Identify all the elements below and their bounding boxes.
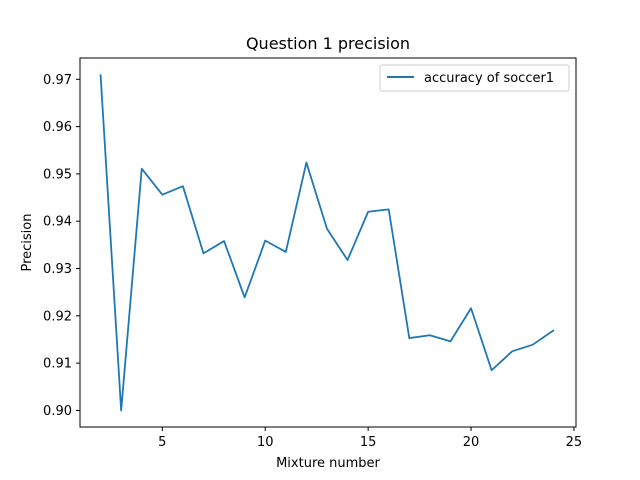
y-axis-title: Precision <box>20 213 35 271</box>
y-tick-label: 0.96 <box>43 120 72 135</box>
x-tick-label: 5 <box>158 435 166 450</box>
y-axis: 0.90 0.91 0.92 0.93 0.94 0.95 0.96 0.97 <box>43 73 80 419</box>
y-tick-label: 0.95 <box>43 167 72 182</box>
y-tick-label: 0.92 <box>43 309 72 324</box>
y-tick-label: 0.91 <box>43 357 72 372</box>
plot-area-frame <box>79 57 577 428</box>
chart-title: Question 1 precision <box>246 34 410 53</box>
series-layer <box>99 74 555 412</box>
x-axis-title: Mixture number <box>276 456 380 471</box>
y-tick-label: 0.90 <box>43 404 72 419</box>
series-line-0 <box>99 74 555 412</box>
y-tick-label: 0.97 <box>43 73 72 88</box>
x-tick-label: 20 <box>463 435 480 450</box>
legend-label-accuracy-of-soccer1: accuracy of soccer1 <box>424 71 554 86</box>
legend: accuracy of soccer1 <box>379 64 570 92</box>
x-tick-label: 25 <box>566 435 583 450</box>
y-tick-label: 0.93 <box>43 262 72 277</box>
y-tick-label: 0.94 <box>43 215 72 230</box>
x-axis: 5 10 15 20 25 <box>158 427 582 450</box>
x-tick-label: 10 <box>257 435 274 450</box>
x-tick-label: 15 <box>360 435 377 450</box>
legend-box <box>379 64 570 92</box>
